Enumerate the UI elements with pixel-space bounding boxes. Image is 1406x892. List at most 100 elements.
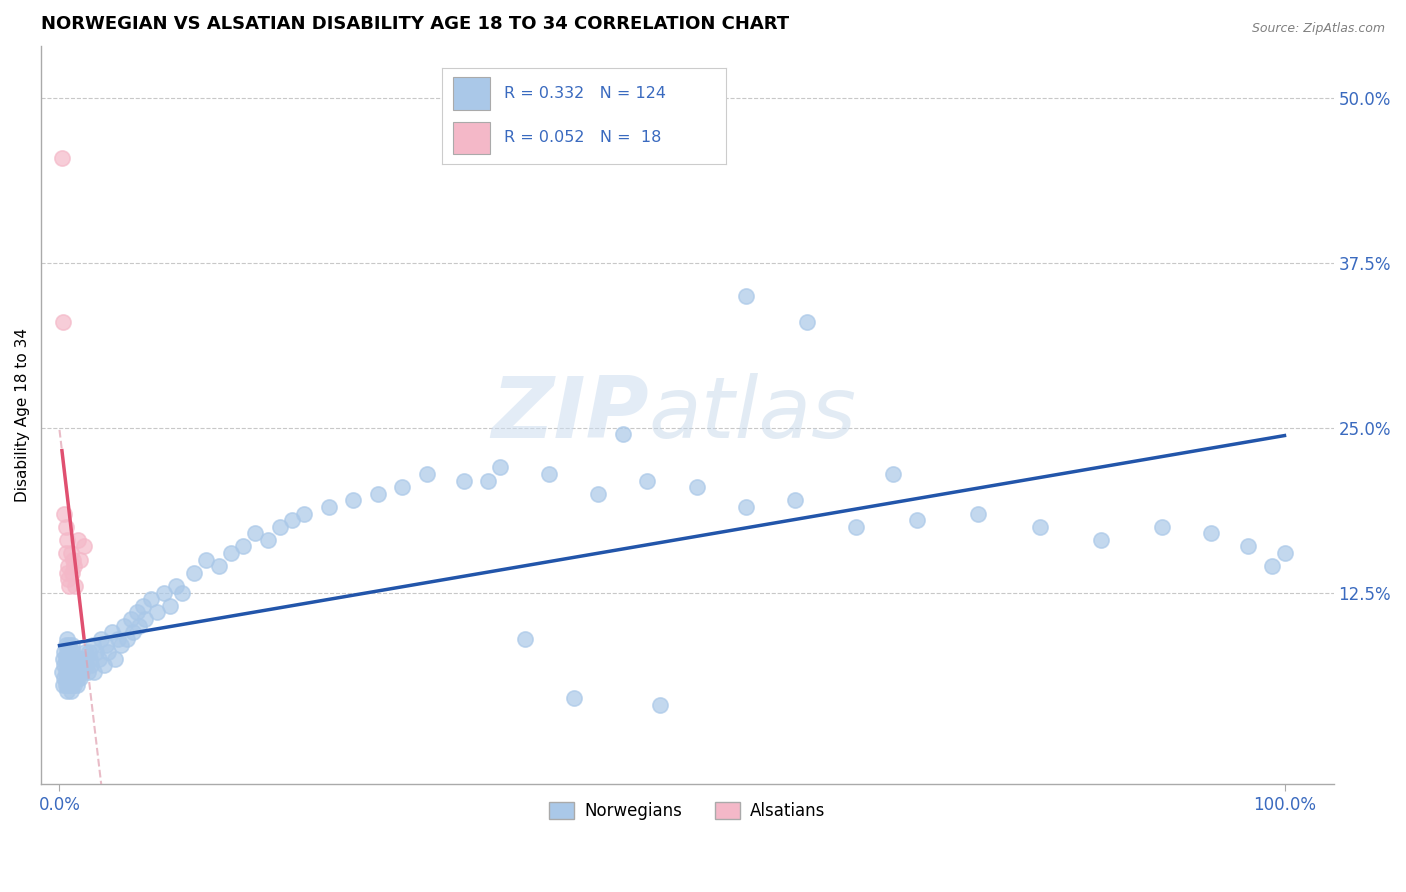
Point bbox=[1274, 546, 1296, 560]
Point bbox=[152, 585, 174, 599]
Point bbox=[128, 618, 150, 632]
Point bbox=[905, 513, 928, 527]
Point bbox=[62, 658, 84, 673]
Point bbox=[195, 552, 218, 566]
Point bbox=[75, 645, 97, 659]
Point bbox=[65, 671, 87, 685]
Point bbox=[60, 638, 83, 652]
Point bbox=[84, 645, 107, 659]
Point bbox=[294, 507, 316, 521]
Point bbox=[281, 513, 304, 527]
Point bbox=[115, 632, 138, 646]
Point bbox=[56, 678, 79, 692]
Point bbox=[367, 487, 389, 501]
Point bbox=[60, 678, 83, 692]
Point bbox=[219, 546, 242, 560]
Point bbox=[56, 573, 79, 587]
Point bbox=[56, 658, 79, 673]
Point bbox=[52, 678, 75, 692]
Point bbox=[69, 671, 91, 685]
Point bbox=[489, 460, 512, 475]
Point bbox=[53, 645, 76, 659]
Point bbox=[97, 645, 120, 659]
Point bbox=[58, 579, 80, 593]
Point bbox=[59, 684, 82, 698]
Point bbox=[588, 487, 610, 501]
Point bbox=[55, 651, 77, 665]
Point bbox=[94, 638, 117, 652]
Point bbox=[125, 606, 148, 620]
Point bbox=[55, 638, 77, 652]
Point bbox=[62, 645, 84, 659]
Point bbox=[1028, 520, 1050, 534]
Point bbox=[87, 651, 110, 665]
Point bbox=[70, 665, 93, 679]
Point bbox=[146, 606, 169, 620]
Point bbox=[967, 507, 990, 521]
Point bbox=[648, 698, 671, 712]
Point bbox=[72, 658, 94, 673]
Point bbox=[416, 467, 439, 481]
Point bbox=[63, 651, 86, 665]
Point bbox=[56, 671, 79, 685]
Point bbox=[1090, 533, 1112, 547]
Point bbox=[55, 520, 77, 534]
Point bbox=[62, 552, 84, 566]
Point bbox=[56, 671, 79, 685]
Point bbox=[56, 658, 79, 673]
Point bbox=[55, 665, 77, 679]
Point bbox=[53, 658, 76, 673]
Point bbox=[107, 632, 129, 646]
Point bbox=[66, 671, 89, 685]
Point bbox=[612, 427, 634, 442]
Text: Source: ZipAtlas.com: Source: ZipAtlas.com bbox=[1251, 22, 1385, 36]
Point bbox=[56, 566, 79, 580]
Point bbox=[67, 651, 90, 665]
Point bbox=[159, 599, 181, 613]
Text: atlas: atlas bbox=[648, 373, 856, 456]
Point bbox=[734, 500, 756, 514]
Point bbox=[66, 658, 89, 673]
Point bbox=[269, 520, 291, 534]
Point bbox=[232, 540, 254, 554]
Point bbox=[165, 579, 187, 593]
Point bbox=[58, 651, 80, 665]
Point bbox=[77, 645, 100, 659]
Point bbox=[56, 533, 79, 547]
Point bbox=[685, 480, 707, 494]
Point bbox=[79, 651, 101, 665]
Point bbox=[59, 645, 82, 659]
Point bbox=[538, 467, 561, 481]
Point bbox=[122, 625, 145, 640]
Point bbox=[60, 651, 83, 665]
Text: NORWEGIAN VS ALSATIAN DISABILITY AGE 18 TO 34 CORRELATION CHART: NORWEGIAN VS ALSATIAN DISABILITY AGE 18 … bbox=[41, 15, 789, 33]
Point bbox=[59, 658, 82, 673]
Point bbox=[318, 500, 340, 514]
Point bbox=[69, 552, 91, 566]
Point bbox=[51, 665, 73, 679]
Point bbox=[637, 474, 659, 488]
Point bbox=[53, 507, 76, 521]
Point bbox=[62, 671, 84, 685]
Point bbox=[73, 651, 96, 665]
Point bbox=[783, 493, 806, 508]
Point bbox=[63, 559, 86, 574]
Point bbox=[56, 645, 79, 659]
Point bbox=[796, 315, 818, 329]
Point bbox=[58, 678, 80, 692]
Point bbox=[183, 566, 205, 580]
Point bbox=[73, 540, 96, 554]
Point bbox=[132, 599, 155, 613]
Point bbox=[208, 559, 231, 574]
Point bbox=[110, 638, 132, 652]
Point bbox=[66, 678, 89, 692]
Point bbox=[76, 665, 98, 679]
Point bbox=[58, 638, 80, 652]
Point bbox=[56, 651, 79, 665]
Point bbox=[1150, 520, 1173, 534]
Point bbox=[51, 151, 73, 165]
Point bbox=[56, 559, 79, 574]
Point bbox=[170, 585, 193, 599]
Point bbox=[60, 566, 83, 580]
Point bbox=[1236, 540, 1258, 554]
